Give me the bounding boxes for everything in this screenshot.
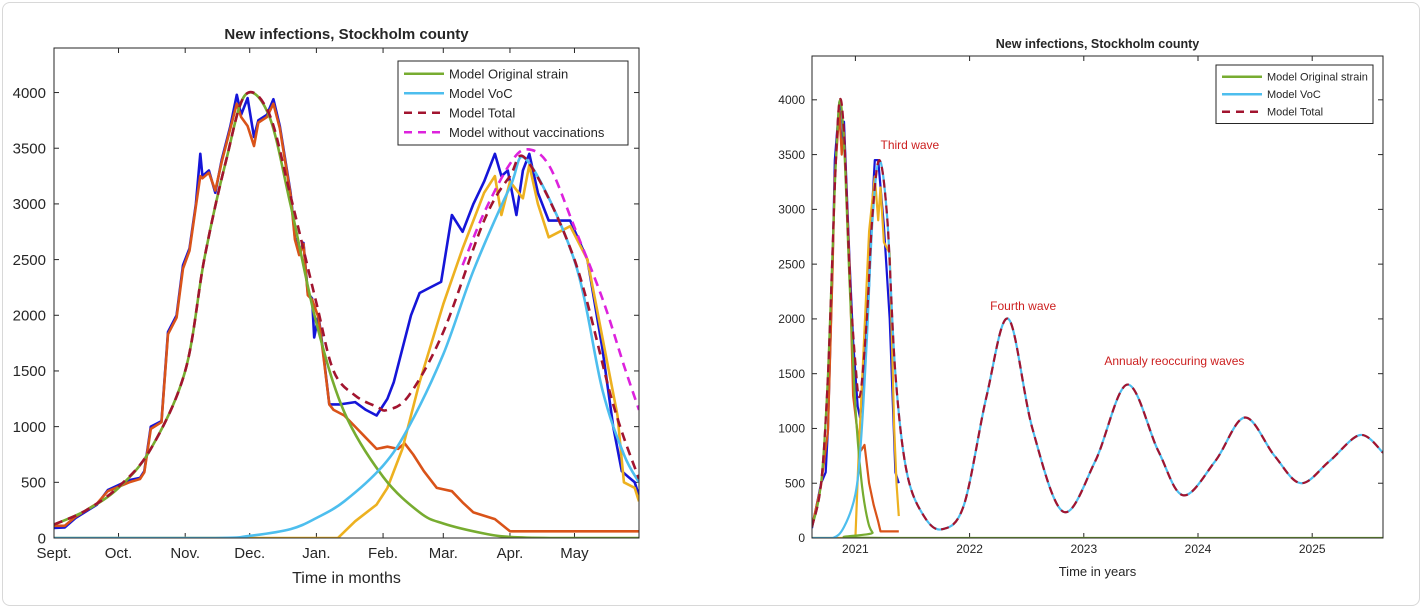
y-tick-label: 0 [798,531,805,545]
x-tick-label: 2021 [842,542,869,556]
model-voc-series-line [812,159,1383,538]
y-tick-label: 1500 [13,363,46,380]
y-tick-label: 0 [38,530,46,547]
observed-total-series-line [812,100,900,529]
x-tick-label: 2023 [1070,542,1097,556]
y-tick-label: 3000 [778,203,805,217]
x-tick-label: Mar. [429,545,458,562]
y-tick-label: 3500 [13,140,46,157]
x-tick-label: Feb. [368,545,398,562]
chart-years: New infections, Stockholm county Time in … [778,37,1384,579]
model-original-strain-series-line [54,91,639,538]
y-tick-label: 3500 [778,148,805,162]
model-total-series-line [54,90,639,526]
plot-area-box [53,47,640,539]
model-original-strain-series-line [812,99,1383,538]
y-tick-label: 2500 [778,257,805,271]
x-tick-label: Oct. [105,545,133,562]
series-group [812,97,1383,538]
legend-label: Model VoC [1267,89,1321,101]
y-tick-label: 500 [785,476,805,490]
x-tick-label: 2022 [956,542,983,556]
legend-label: Model Original strain [1267,72,1368,84]
legend: Model Original strain Model VoC Model Tota… [397,60,629,146]
x-tick-label: 2024 [1185,542,1212,556]
legend-label: Model without vaccinations [449,125,605,140]
x-axis-label: Time in months [292,570,401,587]
annotation-label: Annualy reoccuring waves [1104,354,1244,368]
x-axis-label: Time in years [1059,564,1137,579]
plot-area-box [811,55,1384,539]
observed-voc-series-line [812,175,900,538]
y-tick-label: 2500 [13,252,46,269]
y-tick-label: 500 [21,475,46,492]
chart-title: New infections, Stockholm county [996,37,1200,51]
y-tick-label: 1500 [778,367,805,381]
y-tick-label: 4000 [13,85,46,102]
x-tick-label: Apr. [497,545,524,562]
legend-label: Model Original strain [449,66,568,81]
model-voc-series-line [54,155,639,538]
series-group [54,90,639,538]
annotation-label: Third wave [881,138,940,152]
legend-label: Model VoC [449,86,513,101]
chart-title: New infections, Stockholm county [224,26,469,43]
x-tick-label: Nov. [170,545,200,562]
x-tick-label: Sept. [36,545,71,562]
x-tick-label: Jan. [302,545,330,562]
y-tick-label: 2000 [778,312,805,326]
x-tick-label: Dec. [234,545,265,562]
y-tick-label: 3000 [13,196,46,213]
y-tick-label: 1000 [778,422,805,436]
legend: Model Original strain Model VoC Model Tota… [1215,64,1374,124]
model-total-series-line [812,97,1383,531]
y-tick-label: 2000 [13,308,46,325]
model-without-vaccinations-series-line [461,147,639,411]
annotation-label: Fourth wave [990,299,1056,313]
y-tick-label: 4000 [778,93,805,107]
x-tick-label: May [560,545,589,562]
legend-label: Model Total [1267,107,1323,119]
x-tick-label: 2025 [1299,542,1326,556]
y-tick-label: 1000 [13,419,46,436]
chart-months: New infections, Stockholm county Time in … [13,26,640,587]
legend-label: Model Total [449,105,515,120]
